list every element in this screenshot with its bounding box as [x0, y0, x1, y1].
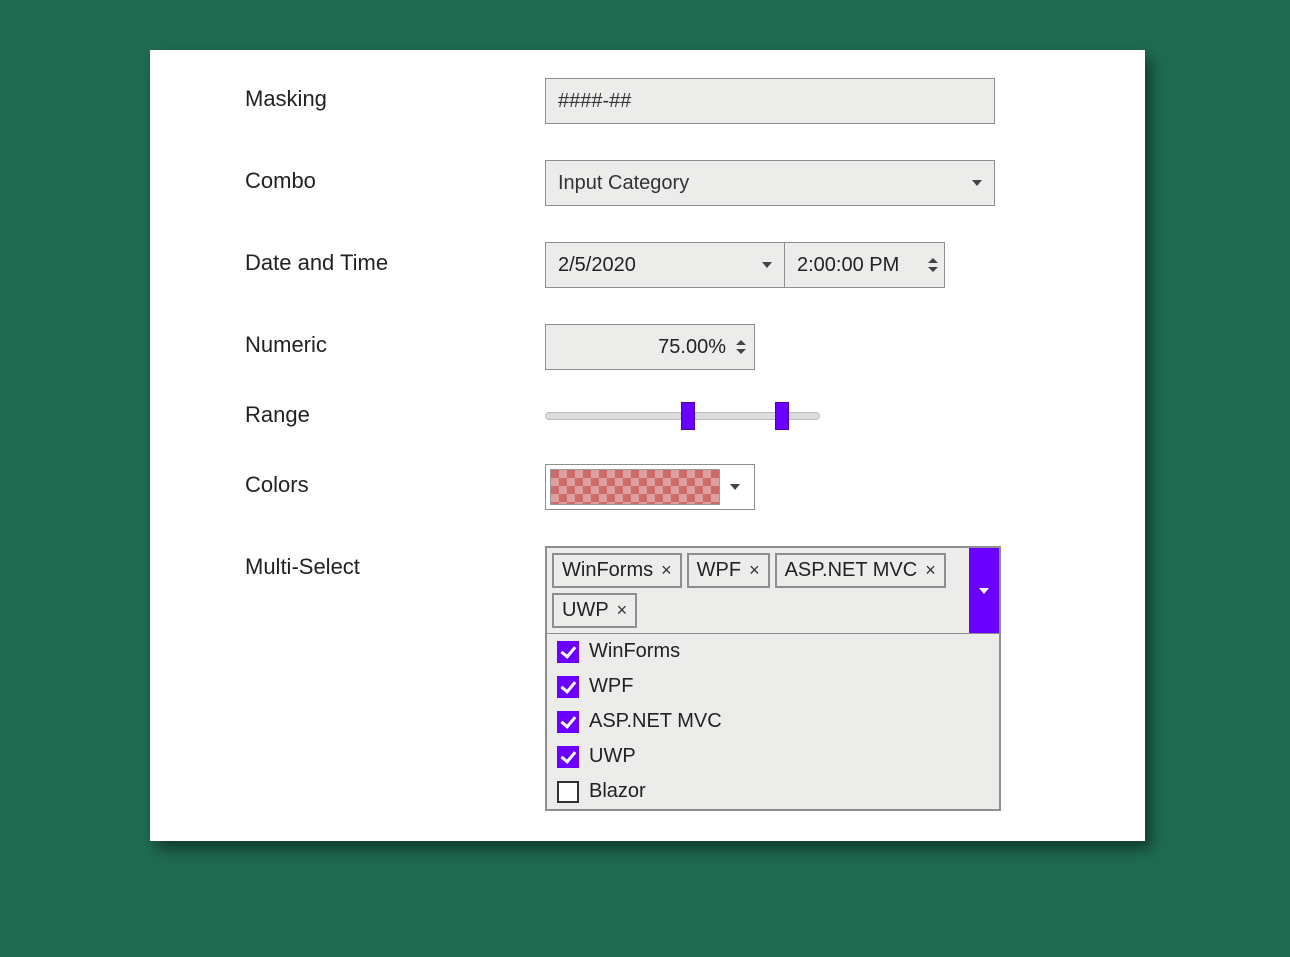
numeric-value: 75.00% [558, 336, 736, 359]
multiselect-option[interactable]: UWP [547, 739, 999, 774]
multiselect-option[interactable]: ASP.NET MVC [547, 704, 999, 739]
multiselect-tag-label: WPF [697, 559, 741, 582]
range-thumb-high[interactable] [775, 402, 789, 430]
spin-up-icon[interactable] [928, 258, 938, 263]
color-swatch [550, 469, 720, 505]
combo-selected: Input Category [558, 172, 689, 195]
multiselect-tag-label: WinForms [562, 559, 653, 582]
multiselect-label: Multi-Select [245, 546, 545, 580]
close-icon[interactable]: × [617, 600, 628, 621]
close-icon[interactable]: × [661, 560, 672, 581]
date-picker[interactable]: 2/5/2020 [545, 242, 785, 288]
row-numeric: Numeric 75.00% [150, 324, 1145, 370]
numeric-input[interactable]: 75.00% [545, 324, 755, 370]
chevron-down-icon [730, 484, 740, 490]
multiselect-option[interactable]: Blazor [547, 774, 999, 809]
multiselect-option[interactable]: WPF [547, 669, 999, 704]
masking-input[interactable]: ####-## [545, 78, 995, 124]
masking-label: Masking [245, 78, 545, 112]
close-icon[interactable]: × [925, 560, 936, 581]
range-thumb-low[interactable] [681, 402, 695, 430]
time-value: 2:00:00 PM [797, 254, 899, 277]
date-value: 2/5/2020 [558, 254, 636, 277]
spin-up-icon[interactable] [736, 340, 746, 345]
multiselect-list: WinForms WPF ASP.NET MVC UWP Blazor [547, 633, 999, 809]
time-picker[interactable]: 2:00:00 PM [785, 242, 945, 288]
multiselect-tag: WinForms × [552, 553, 682, 588]
numeric-spinner [736, 340, 746, 354]
multiselect-tag: UWP × [552, 593, 637, 628]
multiselect-control: WinForms × WPF × ASP.NET MVC × UWP × WinForms WP… [545, 546, 1001, 811]
multiselect-option[interactable]: WinForms [547, 634, 999, 669]
multiselect-option-label: UWP [589, 745, 636, 768]
spin-down-icon[interactable] [928, 267, 938, 272]
row-colors: Colors [150, 464, 1145, 510]
range-slider[interactable] [545, 404, 820, 428]
color-dropdown-button[interactable] [720, 484, 750, 490]
row-multiselect: Multi-Select WinForms×WPF×ASP.NET MVC×UW… [150, 546, 1145, 811]
checkbox[interactable] [557, 781, 579, 803]
time-spinner [928, 258, 938, 272]
checkbox[interactable] [557, 746, 579, 768]
checkbox[interactable] [557, 711, 579, 733]
multiselect-tag: WPF × [687, 553, 770, 588]
combo-select[interactable]: Input Category [545, 160, 995, 206]
multiselect-header: WinForms × WPF × ASP.NET MVC × UWP × [547, 548, 999, 633]
chevron-down-icon [979, 588, 989, 594]
multiselect-tag-label: UWP [562, 599, 609, 622]
numeric-label: Numeric [245, 324, 545, 358]
row-combo: Combo Input Category [150, 160, 1145, 206]
row-masking: Masking ####-## [150, 78, 1145, 124]
multiselect-option-label: WinForms [589, 640, 680, 663]
checkbox[interactable] [557, 641, 579, 663]
colors-label: Colors [245, 464, 545, 498]
row-range: Range [150, 394, 1145, 428]
range-label: Range [245, 394, 545, 428]
multiselect-dropdown-button[interactable] [969, 548, 999, 633]
close-icon[interactable]: × [749, 560, 760, 581]
color-picker[interactable] [545, 464, 755, 510]
multiselect-tag: ASP.NET MVC × [775, 553, 946, 588]
chevron-down-icon [972, 180, 982, 186]
datetime-label: Date and Time [245, 242, 545, 276]
multiselect-tag-label: ASP.NET MVC [785, 559, 918, 582]
masking-value: ####-## [558, 90, 631, 113]
checkbox[interactable] [557, 676, 579, 698]
row-datetime: Date and Time 2/5/2020 2:00:00 PM [150, 242, 1145, 288]
multiselect-option-label: WPF [589, 675, 633, 698]
spin-down-icon[interactable] [736, 349, 746, 354]
multiselect-option-label: ASP.NET MVC [589, 710, 722, 733]
form-panel: Masking ####-## Combo Input Category Dat… [150, 50, 1145, 841]
multiselect-tags: WinForms × WPF × ASP.NET MVC × UWP × [547, 548, 969, 633]
combo-label: Combo [245, 160, 545, 194]
multiselect-option-label: Blazor [589, 780, 646, 803]
chevron-down-icon [762, 262, 772, 268]
